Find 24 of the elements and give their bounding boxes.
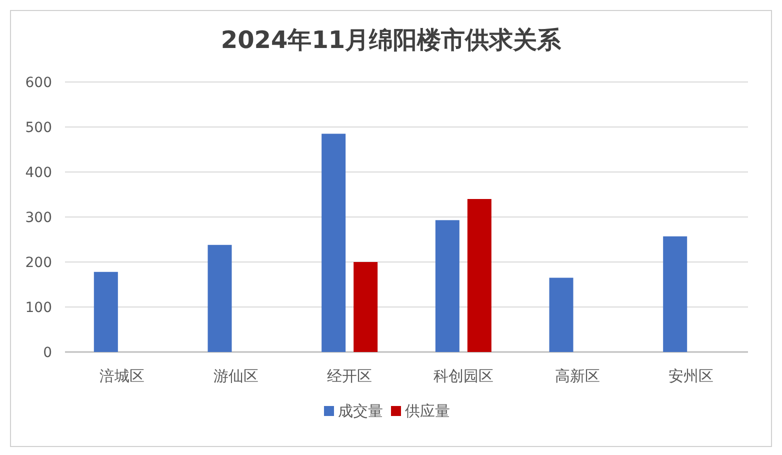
legend-label: 成交量 bbox=[338, 402, 383, 420]
y-tick-label: 200 bbox=[25, 255, 52, 271]
bar bbox=[663, 236, 688, 352]
x-tick-label: 安州区 bbox=[668, 367, 714, 385]
x-tick-label: 高新区 bbox=[554, 367, 600, 385]
y-tick-label: 500 bbox=[25, 120, 52, 136]
x-tick-label: 经开区 bbox=[327, 367, 372, 385]
y-tick-label: 400 bbox=[25, 165, 52, 181]
y-tick-label: 0 bbox=[43, 345, 52, 361]
bar bbox=[435, 220, 460, 352]
x-tick-label: 涪城区 bbox=[99, 367, 144, 385]
bar bbox=[354, 262, 378, 352]
y-tick-label: 600 bbox=[25, 75, 52, 91]
x-tick-label: 游仙区 bbox=[213, 367, 258, 385]
bar bbox=[208, 244, 232, 352]
y-tick-label: 300 bbox=[25, 210, 52, 226]
bar bbox=[94, 272, 118, 352]
bar bbox=[322, 134, 346, 352]
x-tick-label: 科创园区 bbox=[433, 367, 494, 385]
y-tick-label: 100 bbox=[25, 300, 52, 316]
legend-label: 供应量 bbox=[405, 402, 450, 420]
chart-title: 2024年11月绵阳楼市供求关系 bbox=[220, 26, 562, 54]
bar bbox=[467, 199, 492, 352]
bar bbox=[549, 278, 574, 352]
